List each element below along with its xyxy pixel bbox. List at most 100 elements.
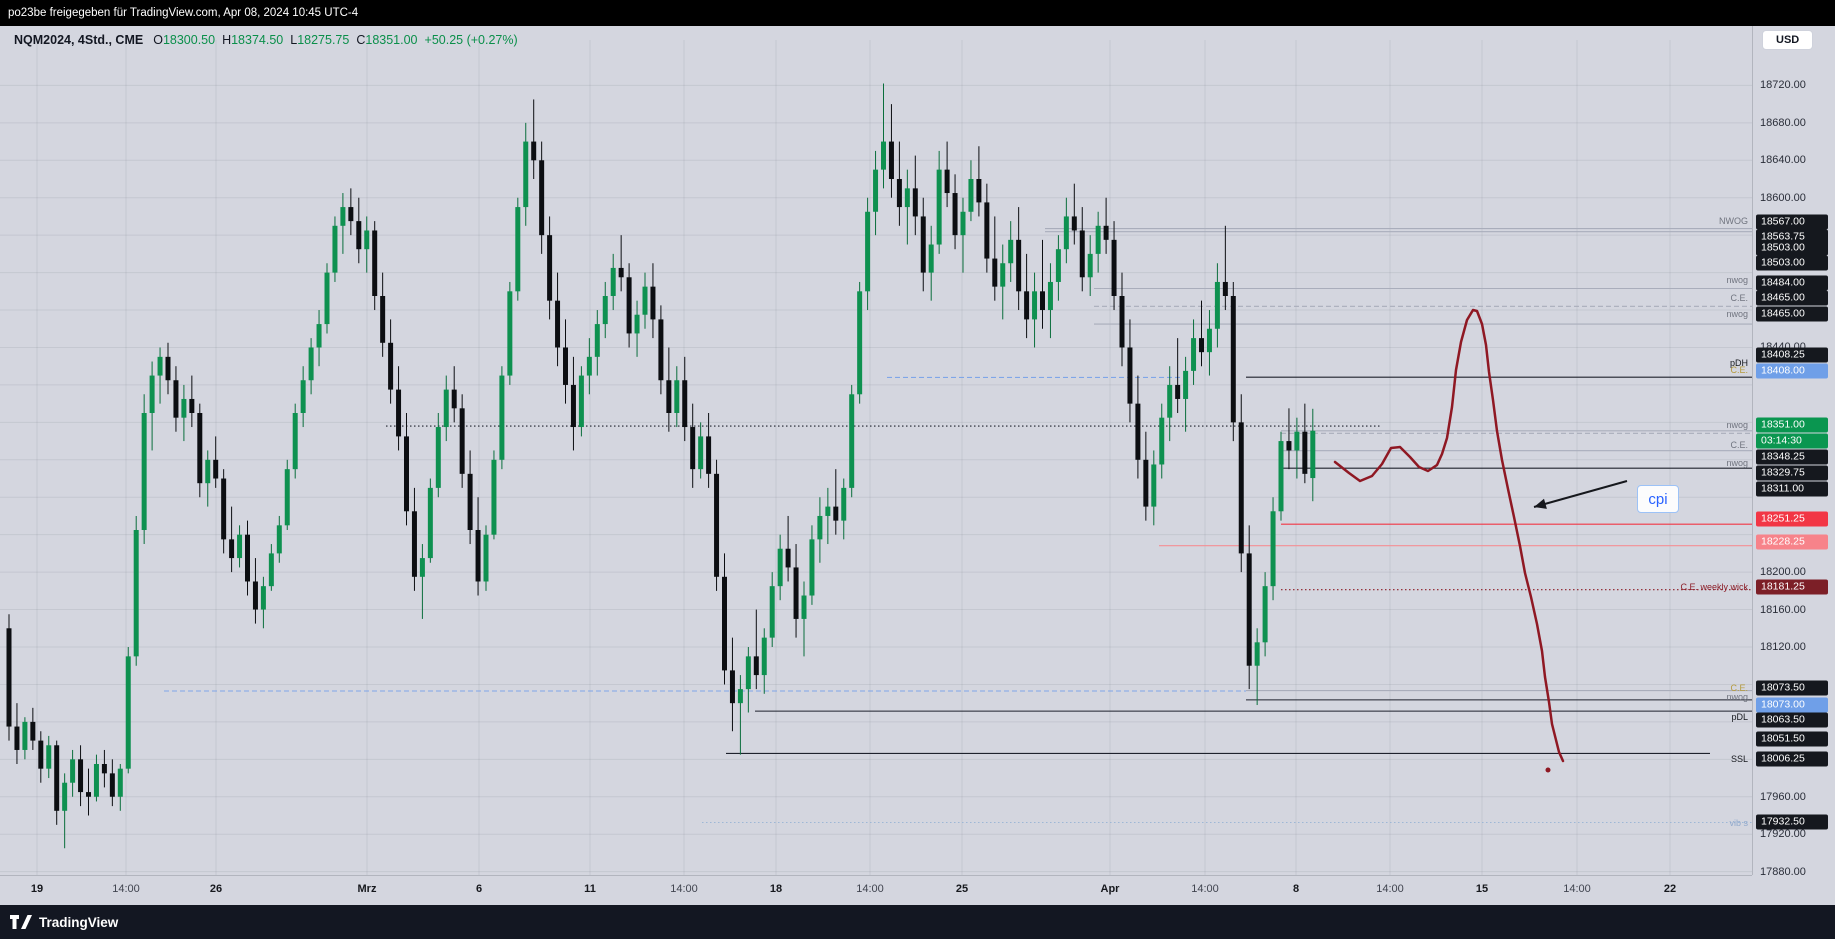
candle-body bbox=[308, 347, 314, 381]
candle-body bbox=[1167, 384, 1173, 418]
cpi-text-annotation[interactable]: cpi bbox=[1637, 485, 1679, 513]
candle-body bbox=[1302, 431, 1308, 474]
price-badge-black: 18006.25 bbox=[1756, 751, 1828, 767]
candle-body bbox=[944, 169, 950, 194]
price-badge-black: 18503.00 bbox=[1756, 255, 1828, 271]
candle-body bbox=[221, 478, 227, 540]
candle-body bbox=[928, 244, 934, 273]
candle-body bbox=[1151, 464, 1157, 507]
candle-body bbox=[809, 539, 815, 596]
projection-drawing[interactable] bbox=[1333, 308, 1565, 763]
candle-body bbox=[682, 380, 688, 428]
time-tick: 22 bbox=[1663, 883, 1677, 895]
candle-body bbox=[539, 160, 545, 236]
candle-body bbox=[292, 413, 298, 470]
candle-body bbox=[936, 169, 942, 245]
ohlc-high: H18374.50 bbox=[222, 33, 284, 47]
candle-body bbox=[404, 436, 409, 512]
candle-body bbox=[857, 291, 863, 395]
candle-body bbox=[881, 141, 886, 170]
tradingview-logo[interactable]: TradingView bbox=[10, 914, 118, 930]
candle-body bbox=[141, 413, 147, 530]
time-tick: 19 bbox=[30, 883, 44, 895]
candle-body bbox=[706, 436, 712, 474]
candle-body bbox=[332, 225, 338, 273]
candle-body bbox=[268, 553, 274, 587]
candle-body bbox=[1175, 384, 1181, 399]
candle-body bbox=[515, 207, 521, 292]
time-tick: Apr bbox=[1100, 883, 1120, 895]
candle-body bbox=[1103, 225, 1109, 240]
candle-body bbox=[1246, 553, 1252, 666]
trend-arrow[interactable] bbox=[1533, 480, 1628, 508]
price-axis[interactable]: 18720.0018680.0018640.0018600.0018440.00… bbox=[1752, 26, 1835, 878]
candle-body bbox=[1191, 338, 1197, 371]
price-badge-black: 18503.00 bbox=[1756, 240, 1828, 256]
candle-body bbox=[364, 230, 370, 250]
candle-body bbox=[165, 356, 171, 381]
candle-body bbox=[570, 384, 576, 428]
time-tick: 14:00 bbox=[112, 883, 140, 895]
candle-body bbox=[1270, 511, 1276, 587]
candle-body bbox=[6, 628, 12, 727]
candle-body bbox=[1222, 281, 1228, 296]
candle-body bbox=[801, 595, 807, 619]
tradingview-logo-icon bbox=[10, 914, 32, 929]
price-tick: 18120.00 bbox=[1760, 641, 1806, 653]
candle-body bbox=[896, 179, 902, 208]
candle-body bbox=[1254, 642, 1260, 666]
candle-body bbox=[1294, 431, 1300, 451]
candle-body bbox=[1000, 263, 1006, 287]
footer-bar: TradingView bbox=[0, 905, 1835, 939]
time-tick: Mrz bbox=[357, 883, 377, 895]
candle-body bbox=[531, 141, 537, 161]
candle-body bbox=[419, 558, 425, 577]
candle-body bbox=[968, 179, 974, 212]
candle-body bbox=[626, 277, 632, 334]
projection-end-dot[interactable] bbox=[1545, 767, 1551, 773]
candle-body bbox=[1040, 291, 1045, 311]
price-badge-blue: 18073.00 bbox=[1756, 697, 1828, 713]
candle-body bbox=[181, 398, 187, 418]
time-tick: 14:00 bbox=[670, 883, 698, 895]
candle-body bbox=[984, 202, 990, 259]
currency-toggle-button[interactable]: USD bbox=[1762, 30, 1814, 50]
candle-body bbox=[213, 459, 219, 479]
candle-body bbox=[547, 235, 553, 301]
price-tick: 18640.00 bbox=[1760, 154, 1806, 167]
price-badge-black: 18051.50 bbox=[1756, 731, 1828, 747]
candle-body bbox=[499, 375, 505, 460]
time-axis[interactable]: 19 14:00 26 Mrz 6 11 14:00 18 14:00 25 Apr 14:00 8 14… bbox=[0, 875, 1752, 905]
candle-body bbox=[578, 375, 584, 428]
candle-body bbox=[888, 141, 894, 179]
price-tick: 18200.00 bbox=[1760, 566, 1806, 579]
candle-body bbox=[563, 347, 568, 385]
price-tick: 18600.00 bbox=[1760, 191, 1806, 204]
candle-body bbox=[125, 656, 131, 769]
price-badge-black: 18329.75 bbox=[1756, 465, 1828, 481]
candle-body bbox=[1183, 370, 1189, 399]
candle-body bbox=[1286, 441, 1292, 451]
watermark-bar: po23be freigegeben für TradingView.com, … bbox=[0, 0, 1835, 26]
price-tick: 17880.00 bbox=[1760, 865, 1806, 878]
time-tick: 14:00 bbox=[1376, 883, 1404, 895]
candle-body bbox=[117, 768, 123, 797]
candle-body bbox=[356, 221, 362, 250]
candle-body bbox=[54, 745, 60, 811]
time-tick: 26 bbox=[209, 883, 223, 895]
candle-body bbox=[825, 506, 831, 516]
candle-body bbox=[650, 286, 656, 320]
candle-body bbox=[666, 380, 672, 413]
candle-body bbox=[849, 394, 855, 488]
price-tick: 18160.00 bbox=[1760, 603, 1806, 616]
candle-body bbox=[86, 792, 91, 797]
candle-body bbox=[46, 745, 52, 769]
candle-body bbox=[1047, 281, 1053, 311]
candle-body bbox=[873, 169, 879, 212]
candle-body bbox=[78, 759, 84, 793]
price-badge-blue: 18408.00 bbox=[1756, 363, 1828, 379]
candle-body bbox=[610, 267, 616, 296]
candle-body bbox=[1199, 338, 1204, 353]
symbol-legend[interactable]: NQM2024, 4Std., CME O18300.50 H18374.50 L18… bbox=[14, 33, 518, 47]
